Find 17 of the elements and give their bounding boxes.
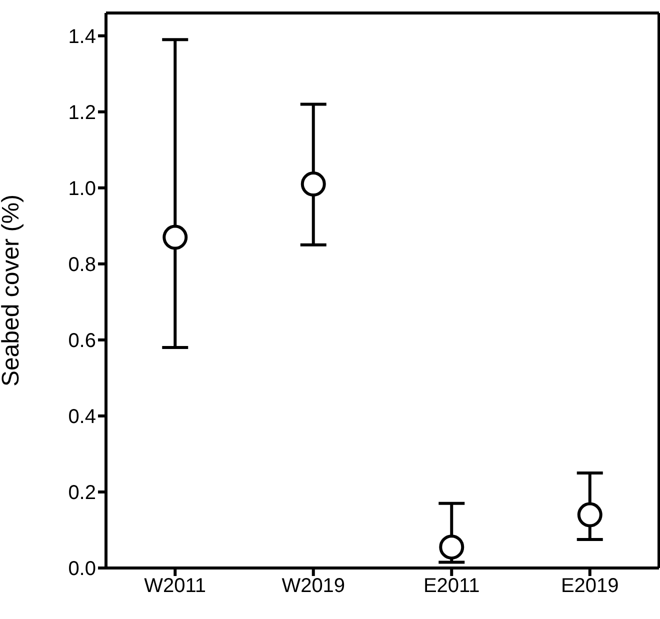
point [577,502,602,528]
y-tick-label: 0.2 [68,482,96,504]
point [439,534,464,560]
x-tick-label: E2011 [423,575,480,598]
x-tick-label: E2019 [560,575,619,598]
y-tick-label: 1.4 [68,26,96,48]
y-tick-label: 0.6 [68,330,96,352]
y-tick-label: 1.0 [68,178,96,200]
x-tick-label: W2011 [144,575,206,598]
x-tick-label: W2019 [282,575,346,598]
y-tick-label: 0.4 [68,406,96,428]
y-tick-label: 1.2 [68,102,96,124]
point [300,172,326,197]
y-tick-label: 0.8 [68,254,96,276]
y-axis-title: Seabed cover (%) [0,194,25,387]
y-tick-label: 0.0 [68,558,96,580]
point [162,224,188,250]
